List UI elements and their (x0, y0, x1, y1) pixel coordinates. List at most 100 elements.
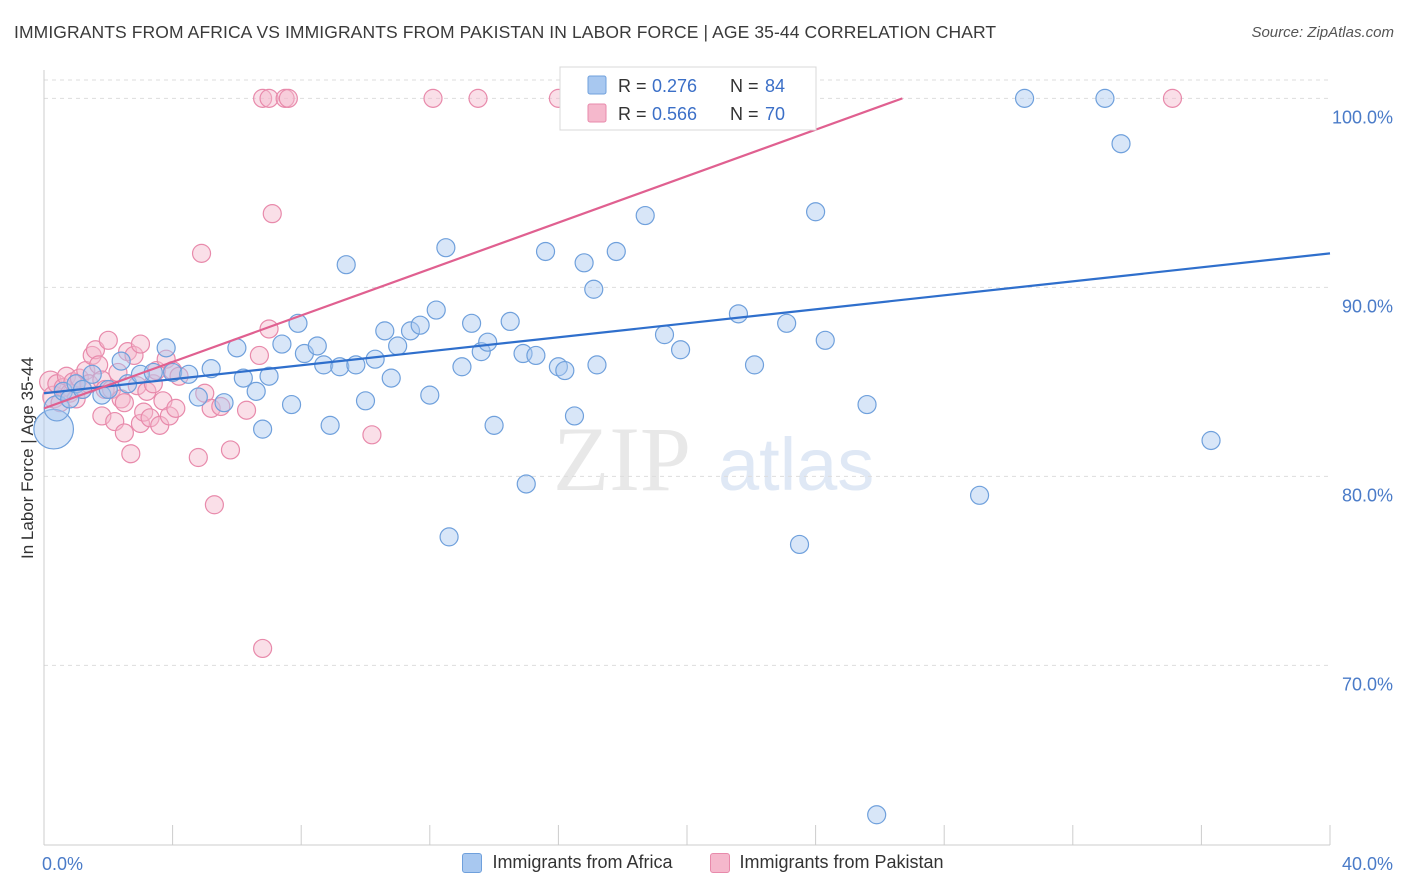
series-africa-points (33, 88, 1221, 825)
pakistan-point-62 (468, 88, 488, 108)
pakistan-point-34 (140, 408, 160, 428)
africa-point-30 (320, 415, 340, 435)
pakistan-point-59 (278, 88, 298, 108)
pakistan-point-44 (188, 447, 208, 468)
pakistan-point-27 (121, 444, 141, 464)
africa-point-45 (452, 357, 472, 377)
africa-point-28 (307, 336, 327, 356)
africa-point-76 (1095, 88, 1115, 108)
africa-point-37 (381, 368, 401, 388)
africa-point-62 (635, 205, 655, 226)
pakistan-point-45 (191, 243, 212, 263)
y-axis-label: In Labor Force | Age 35-44 (18, 357, 37, 559)
x-tick-labels: 0.0% 40.0% (42, 854, 1393, 874)
bottom-legend-item-pakistan: Immigrants from Pakistan (709, 852, 944, 873)
legend-r-value-africa: 0.276 (652, 76, 697, 96)
africa-point-73 (867, 805, 887, 825)
africa-point-13 (156, 338, 176, 358)
axes (43, 70, 1331, 846)
africa-point-50 (500, 311, 520, 332)
africa-point-39 (400, 321, 421, 341)
trend-lines (43, 97, 1331, 410)
pakistan-point-50 (220, 440, 241, 460)
africa-point-58 (574, 253, 594, 273)
pakistan-point-42 (166, 398, 186, 418)
chart-title: IMMIGRANTS FROM AFRICA VS IMMIGRANTS FRO… (14, 22, 997, 42)
pakistan-point-19 (98, 330, 118, 350)
africa-point-54 (516, 474, 536, 494)
pakistan-point-25 (114, 393, 134, 413)
pakistan-point-64 (1162, 88, 1183, 108)
africa-point-61 (606, 241, 626, 262)
pakistan-point-57 (262, 204, 282, 224)
pakistan-point-13 (82, 345, 102, 366)
africa-point-25 (281, 394, 302, 415)
pakistan-point-9 (69, 368, 89, 388)
bottom-legend: Immigrants from Africa Immigrants from P… (0, 852, 1406, 878)
watermark: ZIP atlas (553, 408, 874, 510)
pakistan-point-51 (236, 400, 257, 420)
trend-line-pakistan (43, 97, 903, 410)
africa-point-56 (555, 360, 575, 381)
africa-point-20 (233, 368, 253, 388)
africa-point-64 (670, 340, 691, 360)
africa-point-22 (253, 419, 273, 439)
africa-point-14 (163, 362, 183, 383)
y-tick-label-2: 80.0% (1342, 485, 1393, 505)
africa-point-18 (214, 393, 234, 413)
africa-point-35 (365, 349, 385, 369)
watermark-atlas: atlas (718, 423, 874, 506)
trend-line-africa (43, 252, 1331, 395)
africa-point-71 (815, 330, 835, 350)
africa-point-70 (805, 202, 826, 222)
legend-swatch-pakistan (587, 103, 607, 123)
africa-point-15 (179, 364, 199, 384)
legend-n-value-pakistan: 70 (765, 104, 785, 124)
x-tick-label-1: 40.0% (1342, 854, 1393, 874)
y-tick-label-1: 90.0% (1342, 296, 1393, 316)
pakistan-point-30 (130, 334, 151, 354)
pakistan-point-54 (253, 88, 273, 108)
bottom-legend-swatch-pakistan (709, 852, 730, 873)
africa-point-53 (535, 241, 556, 262)
africa-point-23 (259, 366, 279, 386)
africa-point-36 (375, 321, 395, 341)
africa-point-44 (439, 527, 459, 547)
legend-swatch-africa (587, 75, 607, 95)
africa-point-24 (272, 334, 292, 354)
pakistan-point-52 (249, 345, 270, 366)
legend: R = 0.276 N = 84 R = 0.566 N = 70 (559, 66, 817, 131)
africa-point-42 (426, 300, 446, 320)
pakistan-point-15 (89, 355, 109, 375)
legend-r-label-pakistan: R = (618, 104, 647, 124)
pakistan-point-55 (259, 88, 279, 108)
y-tick-label-0: 100.0% (1332, 107, 1393, 127)
africa-point-48 (478, 332, 498, 352)
africa-point-17 (201, 359, 221, 379)
africa-point-57 (564, 406, 585, 426)
africa-point-72 (857, 394, 877, 415)
africa-point-63 (654, 325, 675, 345)
africa-point-46 (461, 313, 482, 333)
africa-point-32 (336, 255, 356, 275)
chart-source: Source: ZipAtlas.com (1251, 24, 1394, 41)
pakistan-point-49 (211, 396, 231, 417)
pakistan-point-40 (159, 406, 179, 426)
africa-point-69 (789, 534, 810, 555)
pakistan-point-31 (130, 413, 151, 434)
pakistan-point-61 (423, 88, 443, 108)
africa-point-41 (420, 385, 440, 405)
y-tick-labels: 100.0% 90.0% 80.0% 70.0% (1332, 107, 1393, 694)
africa-point-40 (410, 315, 430, 335)
pakistan-point-53 (253, 638, 273, 659)
africa-point-16 (188, 387, 208, 407)
africa-point-6 (82, 364, 102, 384)
legend-r-value-pakistan: 0.566 (652, 104, 697, 124)
africa-point-21 (246, 381, 266, 401)
africa-point-38 (388, 336, 408, 356)
africa-point-78 (1201, 430, 1221, 451)
pakistan-point-29 (127, 376, 147, 396)
africa-point-59 (584, 279, 604, 299)
africa-point-68 (777, 313, 797, 333)
